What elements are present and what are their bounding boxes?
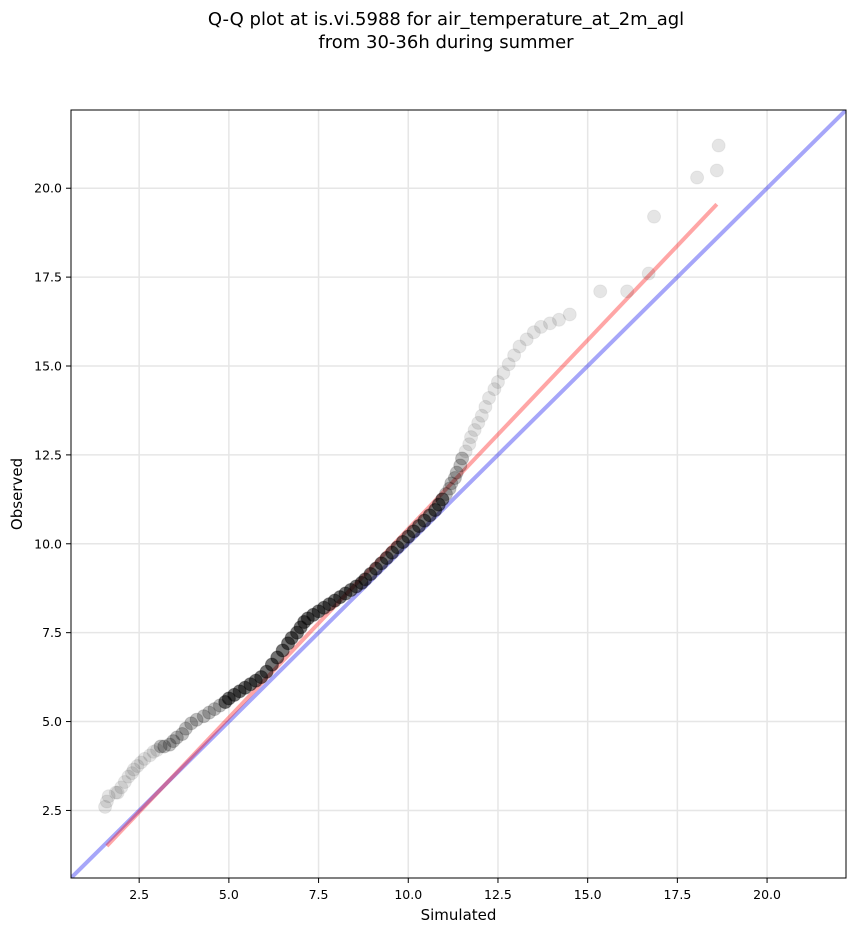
data-point-78 [453,458,468,473]
data-point-96 [534,319,549,334]
data-point-84 [471,415,486,430]
y-tick-label-4: 12.5 [34,447,62,462]
data-point-24 [189,712,204,727]
data-point-0 [98,799,113,814]
y-tick-label-7: 20.0 [34,181,62,196]
data-point-25 [196,709,211,724]
data-point-83 [467,423,482,437]
x-tick-label-7: 20.0 [753,887,781,902]
grid-lines [71,110,846,878]
x-tick-label-1: 5.0 [219,887,239,902]
data-point-4 [110,785,125,800]
data-point-27 [207,702,222,717]
data-point-82 [464,430,479,445]
data-point-75 [444,476,459,491]
data-point-11 [133,755,148,770]
data-point-92 [507,348,522,363]
data-point-95 [526,325,541,340]
data-point-14 [146,744,161,759]
identity-line [71,110,846,878]
data-point-102 [641,266,656,281]
y-tick-label-2: 7.5 [42,625,62,640]
data-point-9 [126,762,141,777]
data-point-19 [166,734,181,749]
data-point-10 [130,759,145,773]
data-point-3 [108,785,123,800]
y-tick-label-1: 5.0 [42,714,62,729]
x-tick-label-6: 17.5 [663,887,691,902]
data-point-90 [496,366,511,381]
y-tick-label-0: 2.5 [42,803,62,818]
data-point-81 [462,437,477,452]
chart-title-line-2: from 30-36h during summer [318,32,574,53]
scatter-points [98,138,726,814]
data-point-13 [142,748,157,763]
data-point-21 [175,727,190,741]
data-point-98 [551,312,566,327]
data-point-7 [121,769,136,784]
data-point-5 [114,780,129,795]
data-point-15 [150,743,165,757]
data-point-97 [542,316,557,331]
data-point-23 [184,716,199,731]
data-point-74 [442,481,457,496]
x-tick-label-2: 7.5 [309,887,329,902]
data-point-104 [690,170,705,185]
data-point-1 [99,794,114,809]
x-tick-label-5: 15.0 [574,887,602,902]
data-point-99 [562,307,577,322]
y-axis-ticks: 2.5 5.0 7.5 10.0 12.5 15.0 17.5 20.0 [34,181,71,818]
data-point-12 [137,751,152,766]
y-tick-label-5: 15.0 [34,359,62,374]
data-point-20 [169,730,184,745]
x-tick-label-0: 2.5 [129,887,149,902]
data-point-88 [487,382,502,397]
data-point-72 [435,492,450,507]
data-point-101 [620,284,635,299]
x-tick-label-4: 12.5 [484,887,512,902]
data-point-79 [455,451,470,466]
data-point-22 [178,721,193,736]
data-point-80 [458,444,473,459]
data-point-93 [512,339,527,354]
chart-title-line-1: Q-Q plot at is.vi.5988 for air_temperatu… [208,9,684,30]
data-point-106 [711,138,726,153]
data-point-6 [117,775,132,789]
plot-frame [70,109,847,879]
data-point-103 [647,209,662,224]
y-axis-label: Observed [8,458,26,530]
data-point-18 [162,737,177,752]
data-point-100 [593,284,608,299]
x-axis-ticks: 2.5 5.0 7.5 10.0 12.5 15.0 17.5 20.0 [129,878,781,902]
data-point-105 [709,163,724,178]
data-point-85 [474,408,489,423]
data-point-73 [438,487,453,501]
x-axis-label: Simulated [421,906,497,924]
data-point-89 [490,375,505,389]
data-point-77 [449,465,464,480]
y-tick-label-6: 17.5 [34,270,62,285]
data-point-26 [202,705,217,720]
data-point-94 [519,332,534,347]
data-point-87 [481,391,496,405]
data-point-76 [447,471,462,485]
data-point-91 [501,357,516,372]
data-point-8 [124,766,139,781]
data-point-2 [101,789,116,804]
y-tick-label-3: 10.0 [34,536,62,551]
data-point-16 [153,739,168,754]
x-tick-label-3: 10.0 [394,887,422,902]
data-point-17 [157,739,172,754]
reference-lines [71,110,846,878]
data-point-86 [478,399,493,414]
